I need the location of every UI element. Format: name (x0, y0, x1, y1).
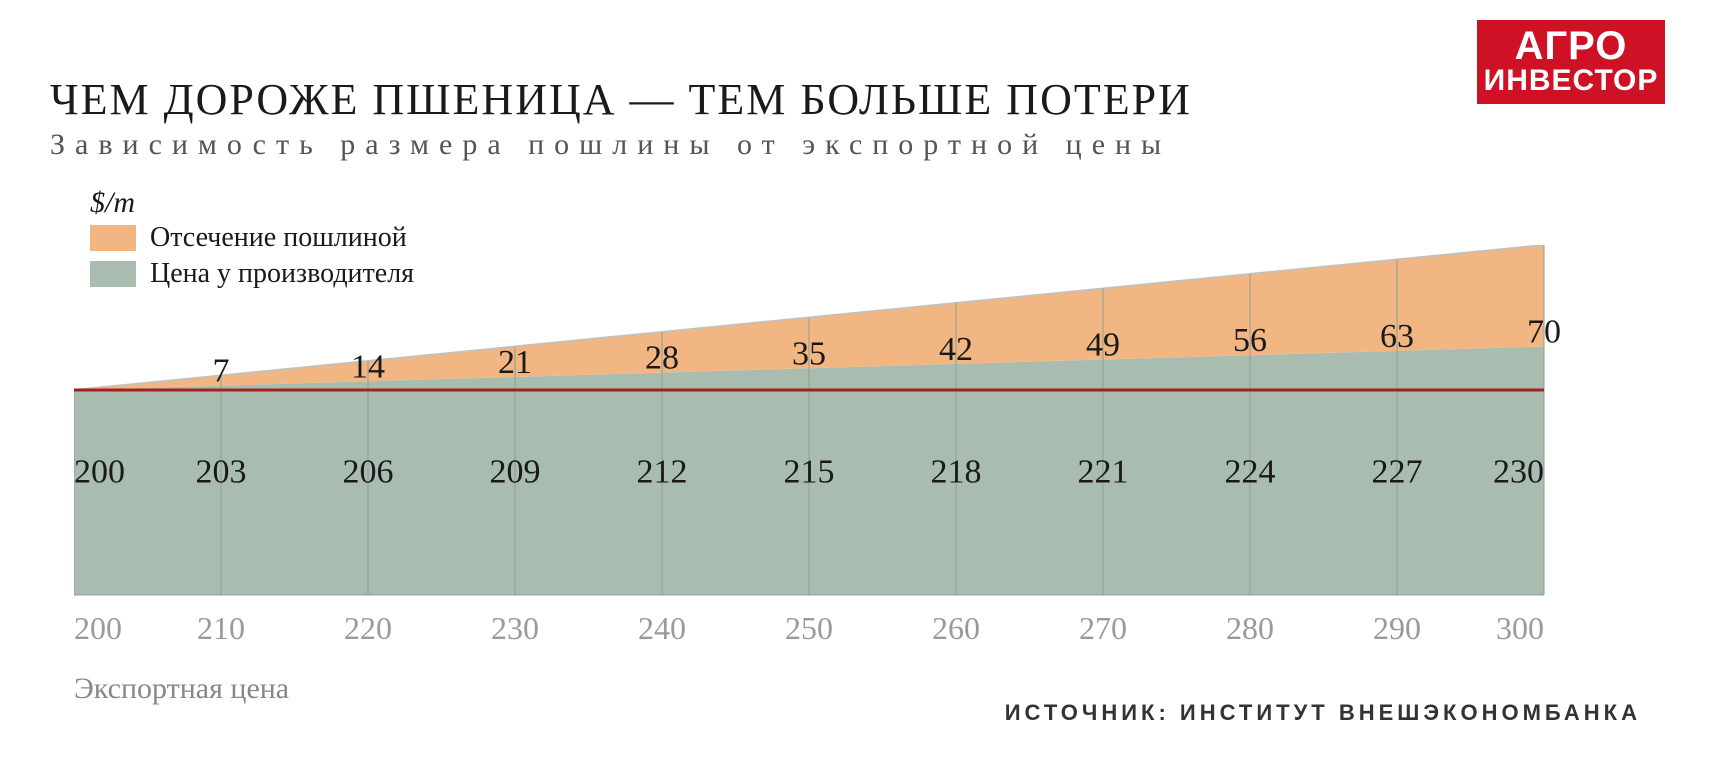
producer-value-label: 227 (1372, 453, 1423, 490)
chart-subtitle: Зависимость размера пошлины от экспортно… (50, 128, 1171, 162)
x-tick-label: 300 (1496, 610, 1544, 646)
x-tick-label: 250 (785, 610, 833, 646)
x-tick-label: 230 (491, 610, 539, 646)
producer-value-label: 221 (1078, 453, 1129, 490)
infographic-root: АГРО ИНВЕСТОР ЧЕМ ДОРОЖЕ ПШЕНИЦА — ТЕМ Б… (0, 0, 1725, 762)
duty-value-label: 63 (1380, 318, 1414, 355)
unit-label: $/т (90, 186, 135, 220)
x-tick-label: 240 (638, 610, 686, 646)
logo-line1: АГРО (1481, 26, 1661, 66)
duty-value-label: 28 (645, 340, 679, 377)
chart-title: ЧЕМ ДОРОЖЕ ПШЕНИЦА — ТЕМ БОЛЬШЕ ПОТЕРИ (50, 74, 1192, 125)
duty-value-label: 56 (1233, 322, 1267, 359)
producer-value-label: 224 (1225, 453, 1276, 490)
source-text: ИСТОЧНИК: ИНСТИТУТ ВНЕШЭКОНОМБАНКА (1005, 700, 1641, 726)
producer-value-label: 200 (74, 453, 125, 490)
x-tick-label: 270 (1079, 610, 1127, 646)
x-tick-label: 200 (74, 610, 122, 646)
x-axis-label: Экспортная цена (74, 672, 289, 706)
logo-line2: ИНВЕСТОР (1481, 66, 1661, 96)
producer-value-label: 206 (343, 453, 394, 490)
producer-value-label: 215 (784, 453, 835, 490)
producer-value-label: 203 (196, 453, 247, 490)
duty-value-label: 49 (1086, 327, 1120, 364)
producer-value-label: 212 (637, 453, 688, 490)
duty-value-label: 21 (498, 344, 532, 381)
producer-value-label: 209 (490, 453, 541, 490)
brand-logo: АГРО ИНВЕСТОР (1477, 20, 1665, 104)
duty-value-label: 70 (1527, 314, 1561, 351)
x-tick-label: 220 (344, 610, 392, 646)
duty-value-label: 42 (939, 331, 973, 368)
chart-area: 0714212835424956637020020320620921221521… (74, 245, 1629, 700)
x-tick-label: 210 (197, 610, 245, 646)
producer-value-label: 218 (931, 453, 982, 490)
chart-svg: 0714212835424956637020020320620921221521… (74, 245, 1629, 700)
duty-value-label: 14 (351, 348, 385, 385)
x-tick-label: 290 (1373, 610, 1421, 646)
x-tick-label: 260 (932, 610, 980, 646)
x-tick-label: 280 (1226, 610, 1274, 646)
duty-value-label: 35 (792, 335, 826, 372)
producer-value-label: 230 (1493, 453, 1544, 490)
duty-value-label: 7 (213, 353, 230, 390)
